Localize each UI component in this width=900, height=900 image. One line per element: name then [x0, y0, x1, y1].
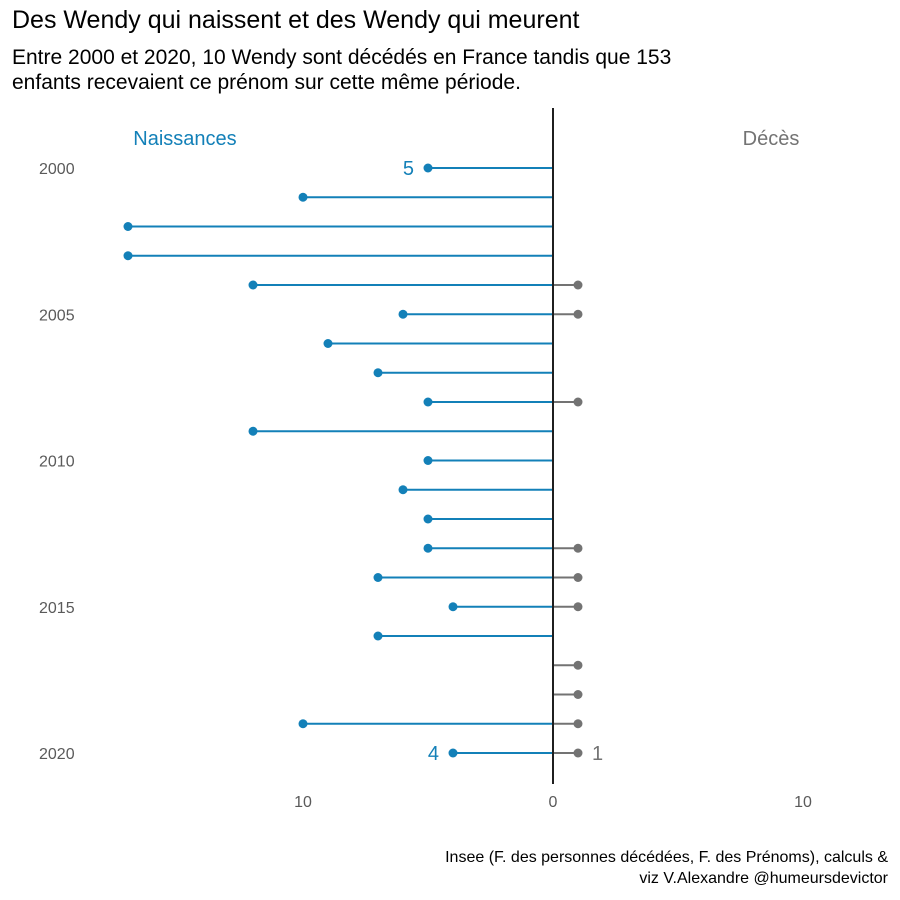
subtitle-line-2: enfants recevaient ce prénom sur cette m…: [12, 71, 521, 94]
births-point: [248, 426, 258, 436]
births-point: [423, 543, 433, 553]
deaths-point: [573, 280, 583, 290]
births-point: [298, 719, 308, 729]
chart-subtitle: Entre 2000 et 2020, 10 Wendy sont décédé…: [12, 45, 892, 95]
births-value-label: 5: [403, 158, 414, 180]
births-value-label: 4: [428, 743, 439, 765]
deaths-group-label: Décès: [743, 128, 800, 150]
births-point: [323, 339, 333, 348]
births-point: [423, 514, 433, 524]
deaths-point: [573, 690, 583, 699]
births-point: [423, 397, 433, 407]
source-caption: Insee (F. des personnes décédées, F. des…: [445, 847, 888, 889]
deaths-point: [573, 748, 583, 758]
deaths-point: [573, 602, 583, 612]
deaths-point: [573, 309, 583, 319]
births-point: [398, 485, 408, 495]
births-point: [123, 251, 133, 261]
deaths-point: [573, 573, 583, 582]
caption-line-1: Insee (F. des personnes décédées, F. des…: [445, 849, 888, 866]
x-tick-label: 0: [549, 794, 558, 811]
births-point: [373, 573, 383, 582]
caption-line-2: viz V.Alexandre @humeursdevictor: [639, 870, 888, 887]
births-point: [448, 748, 458, 758]
births-point: [423, 163, 433, 173]
chart-title: Des Wendy qui naissent et des Wendy qui …: [12, 6, 580, 34]
x-tick-label: 10: [794, 794, 812, 811]
deaths-point: [573, 719, 583, 729]
births-point: [123, 222, 133, 231]
deaths-point: [573, 660, 583, 670]
births-point: [373, 631, 383, 641]
births-point: [248, 280, 258, 290]
y-tick-label: 2005: [39, 307, 75, 324]
births-point: [398, 309, 408, 319]
births-point: [423, 456, 433, 465]
y-tick-label: 2020: [39, 746, 75, 763]
y-tick-label: 2000: [39, 161, 75, 178]
y-tick-label: 2015: [39, 600, 75, 617]
subtitle-line-1: Entre 2000 et 2020, 10 Wendy sont décédé…: [12, 46, 672, 69]
deaths-point: [573, 397, 583, 407]
deaths-point: [573, 543, 583, 553]
births-group-label: Naissances: [133, 128, 236, 150]
births-point: [373, 368, 383, 378]
deaths-value-label: 1: [592, 743, 603, 765]
births-point: [448, 602, 458, 612]
x-tick-label: 10: [294, 794, 312, 811]
y-tick-label: 2010: [39, 454, 75, 471]
births-point: [298, 192, 308, 202]
